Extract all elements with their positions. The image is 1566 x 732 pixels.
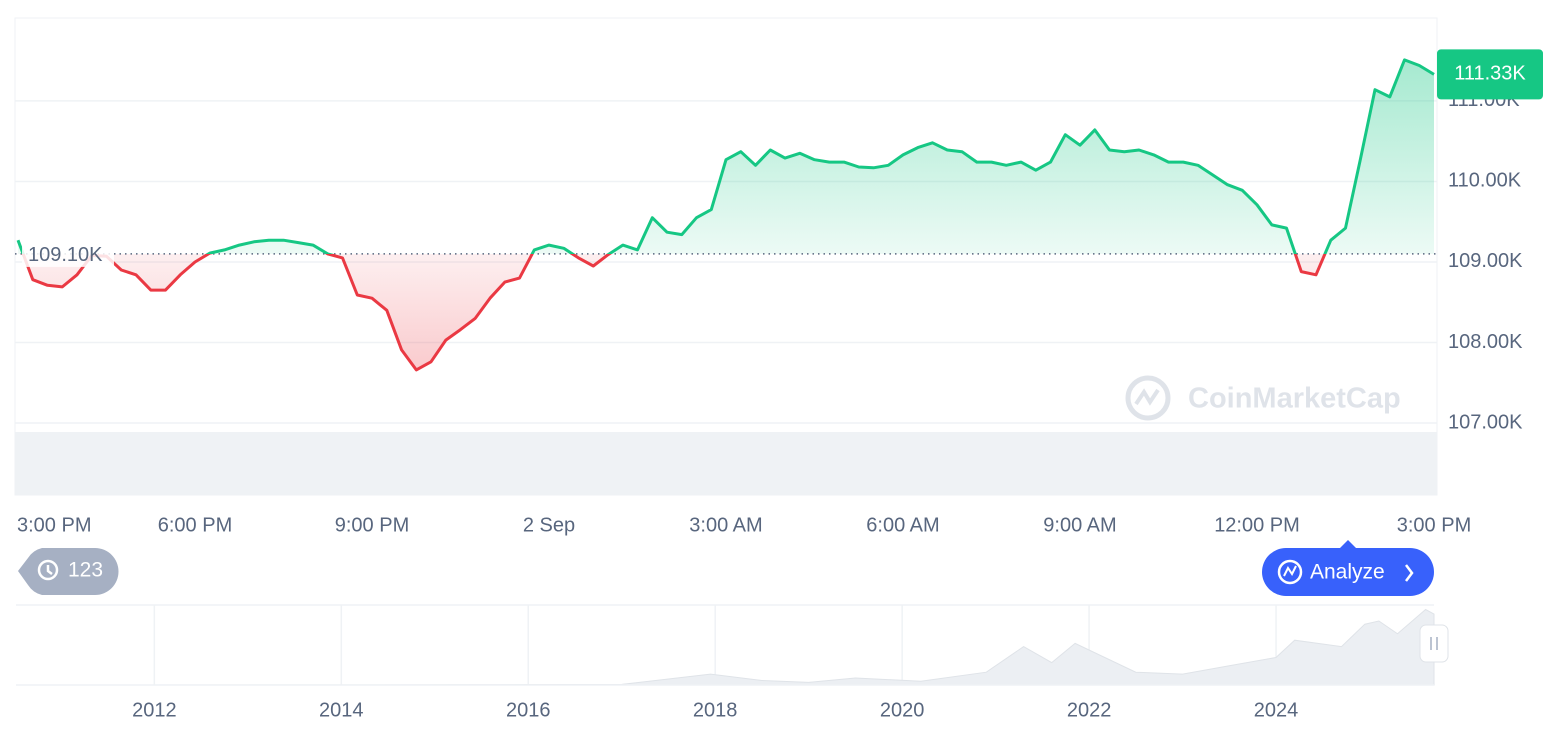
history-badge[interactable]: 123 bbox=[18, 548, 119, 595]
x-tick-label: 6:00 PM bbox=[158, 514, 232, 536]
price-tag-label: 111.33K bbox=[1454, 63, 1526, 85]
x-tick-label: 2018 bbox=[693, 699, 738, 721]
baseline-label: 109.10K bbox=[28, 244, 103, 266]
analyze-button[interactable]: Analyze bbox=[1262, 540, 1434, 596]
main-chart: 107.00K108.00K109.00K110.00K111.00K3:00 … bbox=[15, 49, 1543, 536]
x-tick-label: 2 Sep bbox=[523, 514, 575, 536]
watermark-text: CoinMarketCap bbox=[1188, 383, 1401, 415]
nav-handle bbox=[1419, 624, 1449, 663]
x-tick-label: 3:00 PM bbox=[17, 514, 91, 536]
area bbox=[18, 59, 1434, 370]
badge-text: 123 bbox=[68, 559, 103, 582]
x-tick-label: 3:00 PM bbox=[1397, 514, 1471, 536]
x-tick-label: 2024 bbox=[1254, 699, 1299, 721]
price-line bbox=[16, 58, 1435, 372]
watermark: CoinMarketCap bbox=[1125, 375, 1401, 421]
x-tick-label: 2012 bbox=[132, 699, 177, 721]
x-tick-label: 2022 bbox=[1067, 699, 1112, 721]
y-tick-label: 107.00K bbox=[1448, 411, 1523, 433]
volume-band bbox=[15, 432, 1437, 495]
x-tick-label: 3:00 AM bbox=[689, 514, 762, 536]
y-tick-label: 108.00K bbox=[1448, 331, 1523, 353]
navigator: 2012 2014 2016 2018 2020 2022 2024 bbox=[15, 604, 1449, 721]
x-tick-label: 6:00 AM bbox=[866, 514, 939, 536]
x-tick-label: 9:00 PM bbox=[335, 514, 409, 536]
nav-area bbox=[15, 608, 1435, 686]
baseline-label-bg bbox=[22, 240, 114, 267]
x-tick-label: 9:00 AM bbox=[1043, 514, 1116, 536]
y-tick-label: 110.00K bbox=[1448, 170, 1522, 192]
x-tick-label: 2014 bbox=[319, 699, 364, 721]
analyze-text: Analyze bbox=[1310, 561, 1385, 584]
y-tick-label: 109.00K bbox=[1448, 250, 1523, 272]
x-tick-label: 2020 bbox=[880, 699, 925, 721]
x-tick-label: 2016 bbox=[506, 699, 551, 721]
price-tag bbox=[1437, 49, 1543, 100]
x-tick-label: 12:00 PM bbox=[1214, 514, 1300, 536]
